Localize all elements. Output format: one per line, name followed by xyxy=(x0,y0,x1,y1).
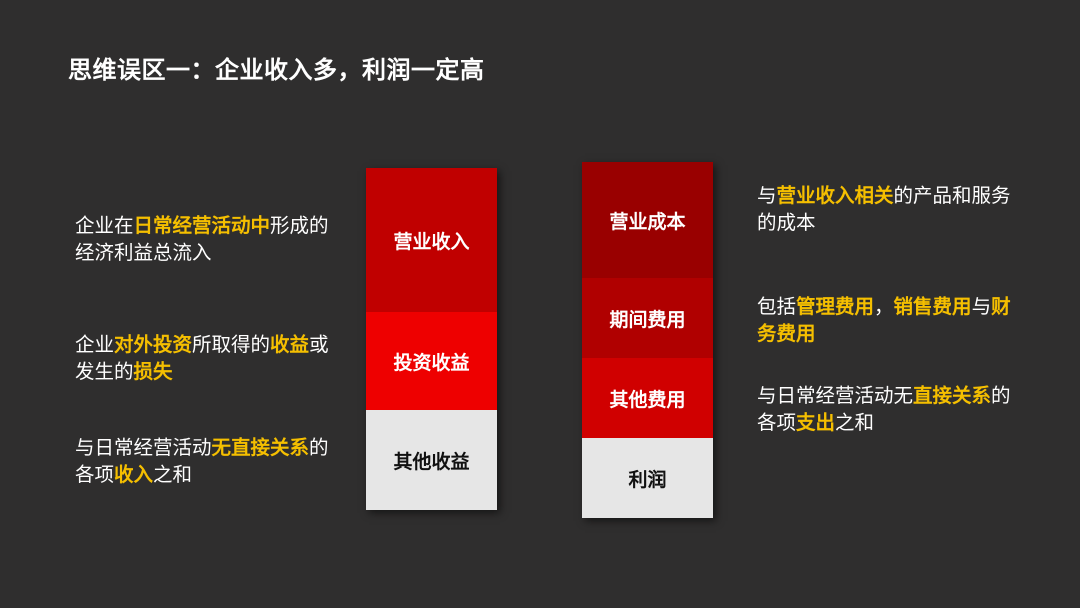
revenue-column: 营业收入 投资收益 其他收益 xyxy=(366,168,497,510)
right-description-1: 与营业收入相关的产品和服务的成本 xyxy=(757,182,1017,236)
block-other-expenses: 其他费用 xyxy=(582,358,713,438)
text-segment: 之和 xyxy=(835,411,875,434)
highlighted-text: 营业收入相关 xyxy=(776,184,894,207)
block-label: 营业成本 xyxy=(609,210,686,233)
highlighted-text: 无直接关系 xyxy=(211,436,310,459)
highlighted-text: 销售费用 xyxy=(893,295,972,318)
text-segment: 与 xyxy=(757,184,777,207)
block-investment-income: 投资收益 xyxy=(366,312,497,410)
text-segment: 形成的经济利益总流入 xyxy=(75,214,329,264)
block-label: 其他收益 xyxy=(393,450,470,473)
block-period-expenses: 期间费用 xyxy=(582,278,713,358)
text-segment: ， xyxy=(874,295,894,318)
text-segment: 企业在 xyxy=(75,214,134,237)
text-segment: 的产品和服务的成本 xyxy=(757,184,1011,234)
highlighted-text: 日常经营活动中 xyxy=(133,214,271,237)
block-other-income: 其他收益 xyxy=(366,410,497,510)
text-segment: 的各项 xyxy=(75,436,329,486)
highlighted-text: 直接关系 xyxy=(913,384,992,407)
left-description-3: 与日常经营活动无直接关系的各项收入之和 xyxy=(75,434,335,488)
text-segment: 所取得的 xyxy=(192,333,271,356)
right-description-2: 包括管理费用，销售费用与财务费用 xyxy=(757,293,1017,347)
left-description-1: 企业在日常经营活动中形成的经济利益总流入 xyxy=(75,212,335,266)
block-profit: 利润 xyxy=(582,438,713,518)
text-segment: 企业 xyxy=(75,333,115,356)
highlighted-text: 对外投资 xyxy=(114,333,193,356)
highlighted-text: 损失 xyxy=(133,360,173,383)
highlighted-text: 财务费用 xyxy=(757,295,1011,345)
cost-profit-column: 营业成本 期间费用 其他费用 利润 xyxy=(582,162,713,518)
slide-title: 思维误区一：企业收入多，利润一定高 xyxy=(68,56,485,84)
text-segment: 的各项 xyxy=(757,384,1011,434)
left-description-2: 企业对外投资所取得的收益或发生的损失 xyxy=(75,331,335,385)
block-operating-cost: 营业成本 xyxy=(582,162,713,278)
highlighted-text: 收益 xyxy=(270,333,310,356)
block-label: 营业收入 xyxy=(393,230,470,253)
block-operating-revenue: 营业收入 xyxy=(366,168,497,312)
block-label: 利润 xyxy=(628,468,667,491)
block-label: 期间费用 xyxy=(609,308,686,331)
text-segment: 与日常经营活动无 xyxy=(757,384,914,407)
text-segment: 之和 xyxy=(153,463,193,486)
text-segment: 或发生的 xyxy=(75,333,329,383)
block-label: 其他费用 xyxy=(609,388,686,411)
highlighted-text: 管理费用 xyxy=(796,295,875,318)
text-segment: 包括 xyxy=(757,295,797,318)
text-segment: 与日常经营活动 xyxy=(75,436,212,459)
block-label: 投资收益 xyxy=(393,351,470,374)
text-segment: 与 xyxy=(971,295,992,318)
right-description-3: 与日常经营活动无直接关系的各项支出之和 xyxy=(757,382,1017,436)
highlighted-text: 支出 xyxy=(796,411,836,434)
highlighted-text: 收入 xyxy=(114,463,154,486)
